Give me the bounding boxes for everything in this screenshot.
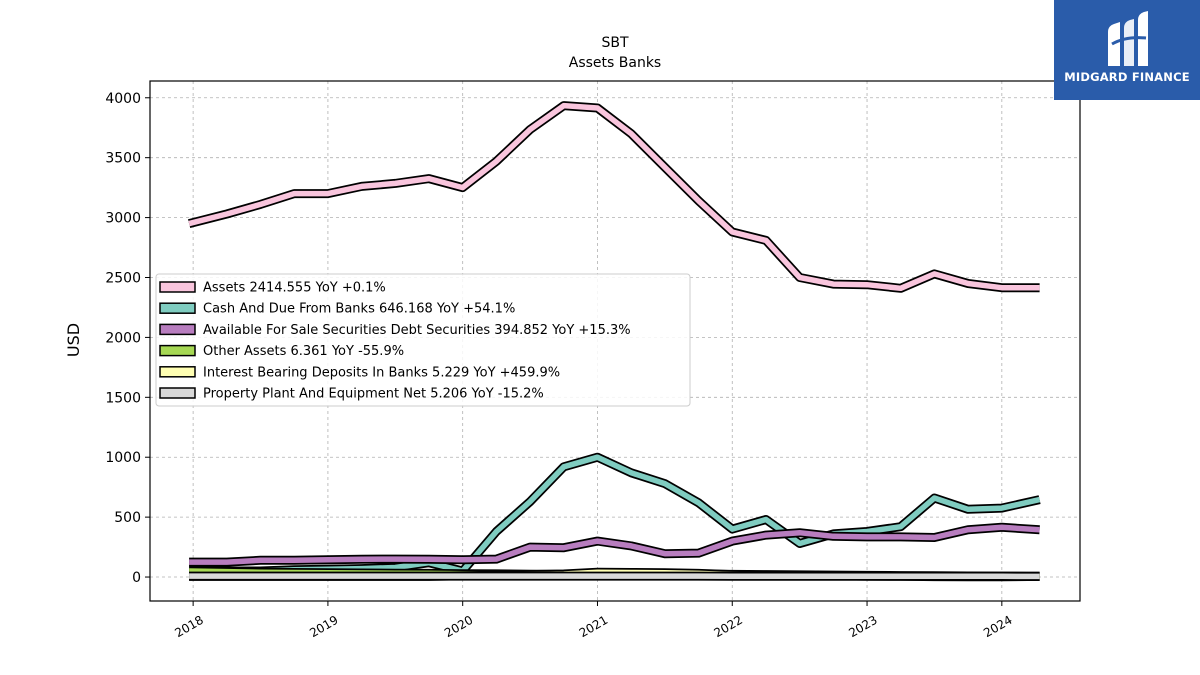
- y-tick-label: 3000: [105, 211, 141, 227]
- legend-entry: Assets 2414.555 YoY +0.1%: [203, 281, 386, 296]
- legend-swatch: [159, 366, 196, 378]
- x-tick-label: 2024: [981, 613, 1014, 640]
- x-tick-label: 2023: [846, 613, 879, 640]
- plot-frame: [149, 80, 1081, 602]
- legend: Assets 2414.555 YoY +0.1% Cash And Due Fr…: [155, 273, 691, 407]
- series-line: [189, 454, 1041, 574]
- legend-entry: Interest Bearing Deposits In Banks 5.229…: [203, 365, 560, 380]
- legend-swatch: [159, 344, 196, 357]
- y-tick-label: 2500: [105, 270, 141, 286]
- y-tick-label: 2000: [105, 330, 141, 346]
- legend-entry: Property Plant And Equipment Net 5.206 Y…: [203, 387, 544, 402]
- y-tick-label: 0: [132, 570, 141, 586]
- y-tick-label: 3500: [105, 151, 141, 167]
- x-tick-label: 2021: [577, 613, 610, 640]
- legend-swatch: [159, 302, 196, 314]
- legend-swatch: [159, 323, 196, 336]
- midgard-logo-icon: [1108, 11, 1148, 66]
- x-tick-label: 2019: [307, 613, 340, 640]
- legend-entry: Cash And Due From Banks 646.168 YoY +54.…: [203, 302, 515, 317]
- series-line: [189, 524, 1040, 565]
- y-axis: 0 500 1000 1500 2000 2500 3000 3500 4000: [105, 91, 150, 586]
- series-available-for-sale-securities-debt-securities: [189, 522, 1040, 567]
- legend-entry: Other Assets 6.361 YoY -55.9%: [203, 344, 404, 359]
- y-tick-label: 500: [114, 510, 141, 526]
- series-cash-and-due-from-banks: [188, 452, 1041, 576]
- y-axis-label: USD: [64, 323, 83, 357]
- series-assets: [187, 101, 1040, 293]
- y-tick-label: 1500: [105, 390, 141, 406]
- legend-box: [155, 273, 691, 407]
- x-axis: 2018 2019 2020 2021 2022 2023 2024: [172, 601, 1015, 640]
- x-tick-label: 2022: [712, 613, 745, 640]
- brand-name: MIDGARD FINANCE: [1064, 70, 1190, 84]
- series-line: [188, 102, 1040, 292]
- series-outline: [187, 101, 1040, 293]
- y-tick-label: 4000: [105, 91, 141, 107]
- series-lines: [187, 101, 1041, 582]
- legend-swatch: [159, 387, 196, 399]
- chart-subtitle: Assets Banks: [569, 55, 661, 71]
- legend-swatch: [159, 281, 196, 293]
- brand-logo: MIDGARD FINANCE: [1054, 0, 1200, 100]
- chart-title: SBT: [601, 35, 628, 51]
- y-tick-label: 1000: [105, 450, 141, 466]
- legend-entry: Available For Sale Securities Debt Secur…: [203, 323, 631, 338]
- x-tick-label: 2018: [172, 613, 205, 640]
- x-tick-label: 2020: [442, 613, 475, 640]
